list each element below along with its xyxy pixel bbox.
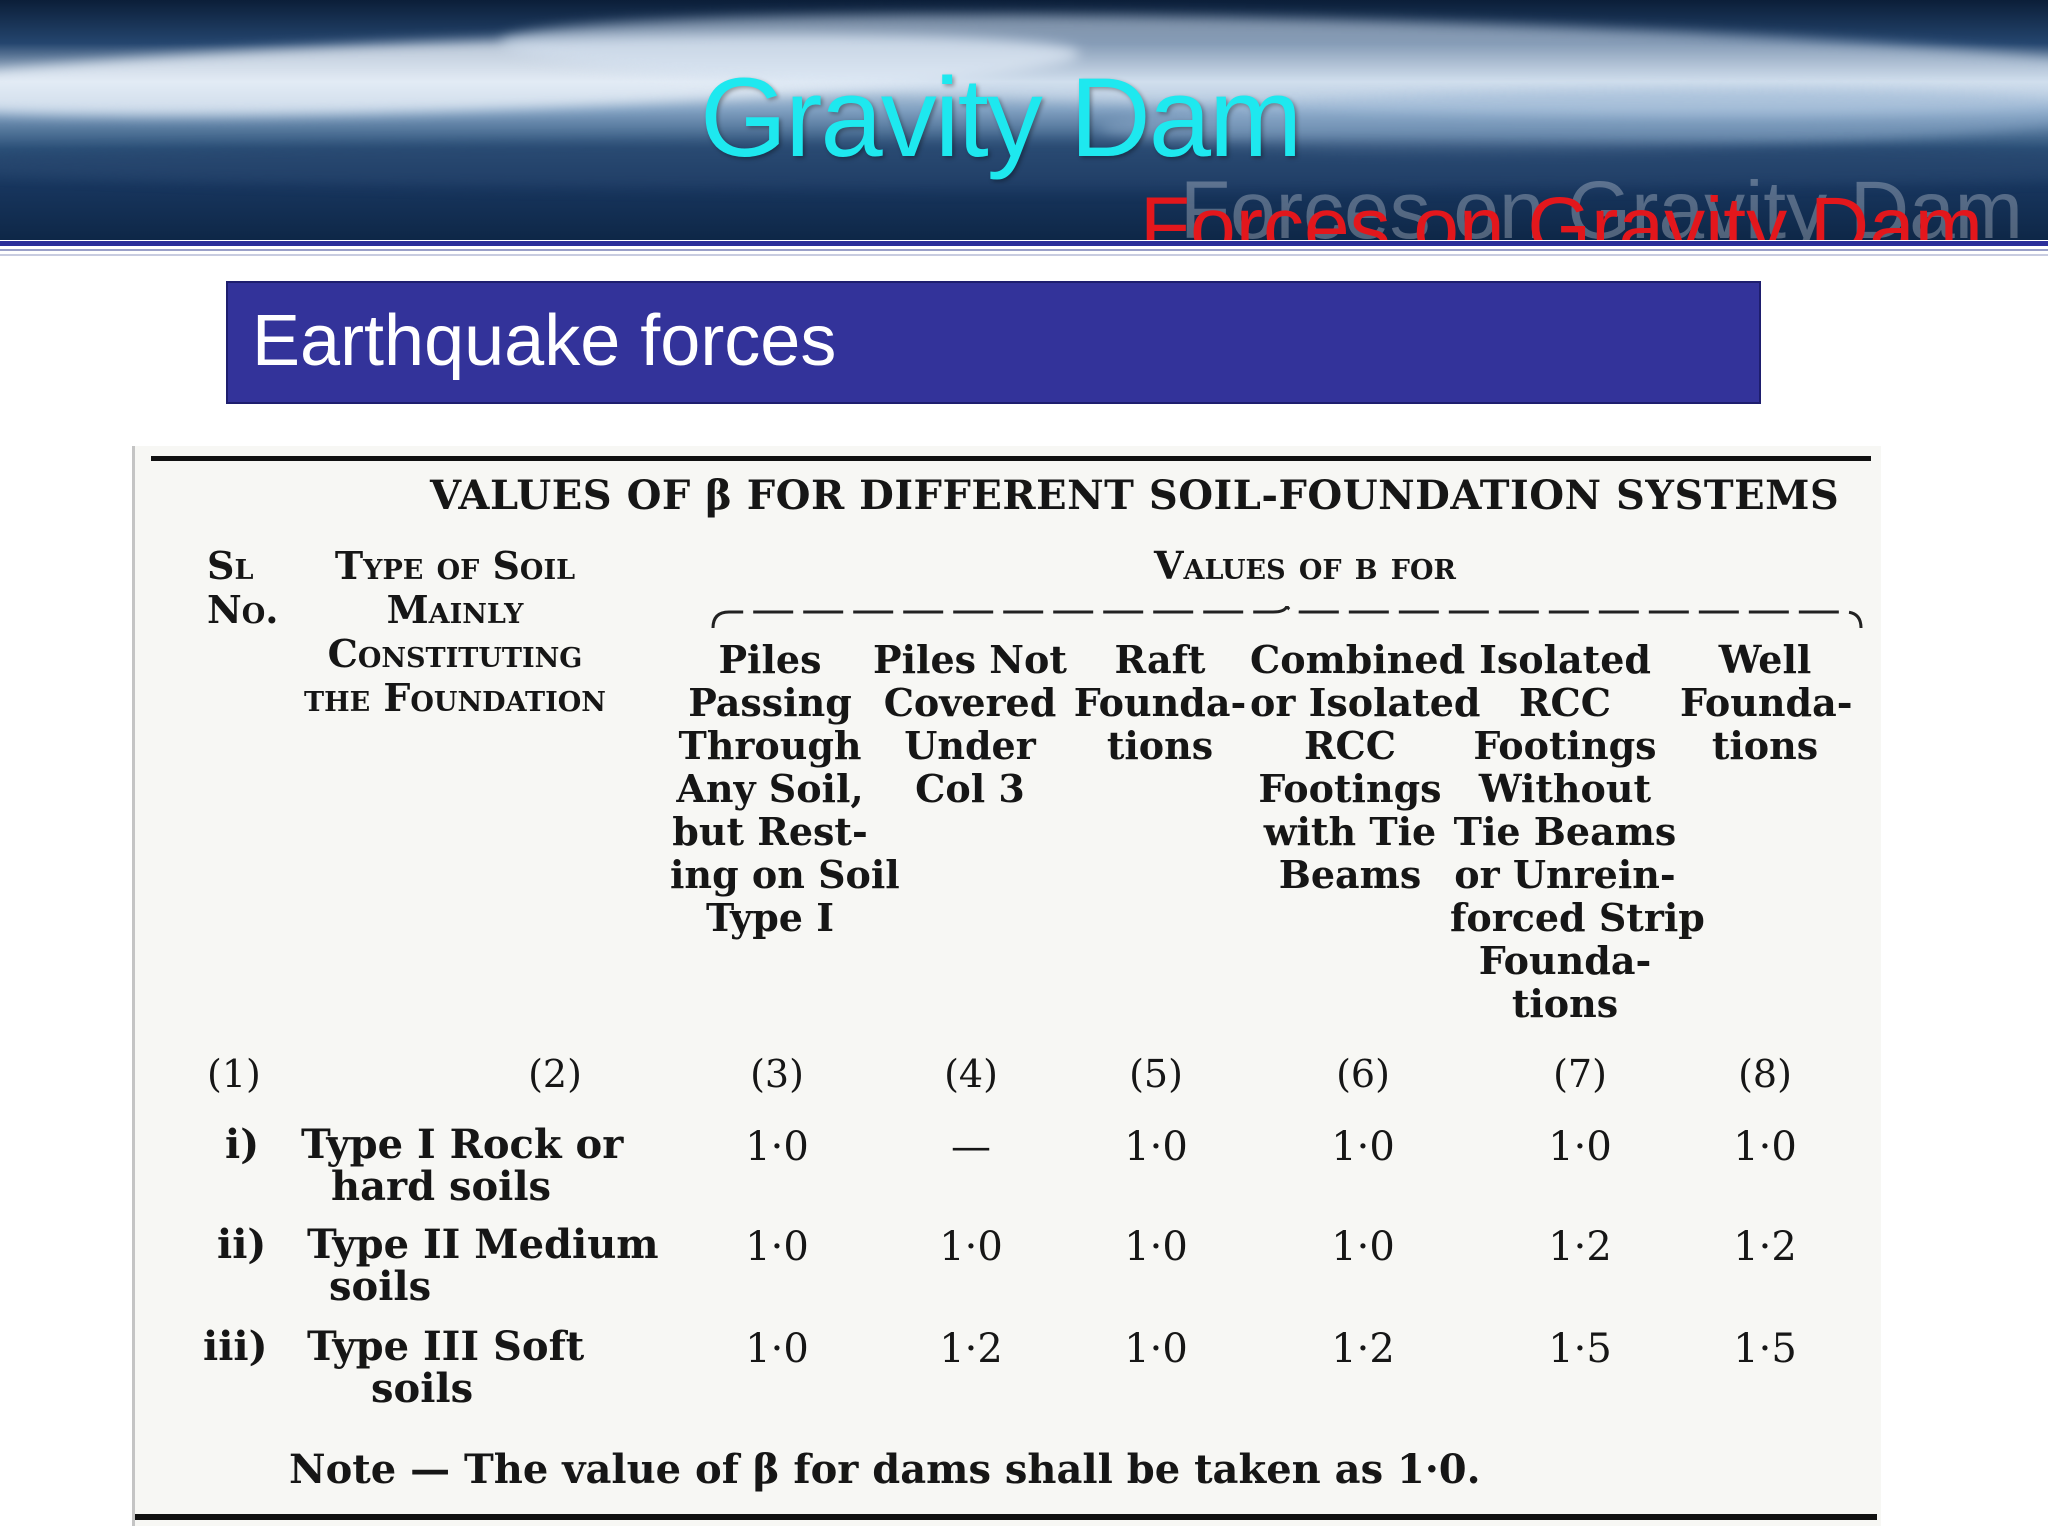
table-bottom-rule [135,1514,1877,1520]
column-number: (6) [1336,1052,1390,1096]
beta-value: 1·0 [1124,1224,1188,1270]
beta-value: 1·0 [1331,1124,1395,1170]
row-number: iii) [203,1323,268,1370]
beta-value: 1·2 [1331,1326,1395,1372]
banner-divider [0,241,2048,246]
column-number: (7) [1553,1052,1607,1096]
water-wave [0,140,2048,190]
section-heading-box: Earthquake forces [226,281,1761,404]
column-number: (4) [944,1052,998,1096]
column-number: (3) [750,1052,804,1096]
table-caption: VALUES OF β FOR DIFFERENT SOIL-FOUNDATIO… [430,472,1840,519]
column-header-piles-not-covered: Piles Not Covered Under Col 3 [873,637,1067,811]
values-group-header: Values of β for [1154,543,1456,588]
beta-value: 1·0 [1733,1124,1797,1170]
soil-type-cell: Type III Soft soils [307,1323,585,1412]
beta-value: 1·0 [745,1224,809,1270]
soil-type-cell: Type I Rock or hard soils [301,1121,624,1210]
column-header-raft-foundations: Raft Founda- tions [1073,637,1247,768]
row-number: i) [225,1121,260,1168]
column-number: (5) [1129,1052,1183,1096]
column-number: (2) [528,1052,582,1096]
beta-value: 1·0 [939,1224,1003,1270]
soil-type-header: Type of Soil Mainly Constituting the Fou… [304,543,606,720]
beta-value: 1·2 [1548,1224,1612,1270]
table-note: Note — The value of β for dams shall be … [289,1446,1481,1493]
row-number: ii) [217,1221,267,1268]
beta-value: 1·2 [1733,1224,1797,1270]
header-banner: Gravity Dam Forces on Gravity Dam Forces… [0,0,2048,240]
beta-value: 1·0 [1548,1124,1612,1170]
beta-value: 1·0 [1124,1326,1188,1372]
beta-value: — [951,1124,991,1170]
beta-value: 1·0 [1331,1224,1395,1270]
column-header-isolated-footings: Isolated RCC Footings Without Tie Beams … [1450,637,1705,1026]
banner-divider [0,254,2048,256]
column-number: (8) [1738,1052,1792,1096]
soil-type-cell: Type II Medium soils [307,1221,659,1310]
beta-value: 1·5 [1733,1326,1797,1372]
column-header-well-foundations: Well Founda- tions [1680,637,1853,768]
slide-title: Gravity Dam [700,55,1302,180]
beta-value: 1·5 [1548,1326,1612,1372]
subtitle-shadow: Forces on Gravity Dam [1180,165,2023,241]
beta-values-table: VALUES OF β FOR DIFFERENT SOIL-FOUNDATIO… [132,446,1881,1526]
section-heading: Earthquake forces [252,301,837,381]
group-brace [711,606,1863,629]
sl-header: Sl No. [207,543,279,632]
beta-value: 1·0 [745,1124,809,1170]
table-top-rule [151,456,1871,461]
beta-value: 1·2 [939,1326,1003,1372]
column-number: (1) [207,1052,261,1096]
beta-value: 1·0 [745,1326,809,1372]
column-header-combined-footings: Combined or Isolated RCC Footings with T… [1250,637,1481,897]
slide-subtitle: Forces on Gravity Dam [1140,181,1983,241]
banner-divider [0,249,2048,251]
column-header-piles-passing: Piles Passing Through Any Soil, but Rest… [670,637,900,940]
beta-value: 1·0 [1124,1124,1188,1170]
